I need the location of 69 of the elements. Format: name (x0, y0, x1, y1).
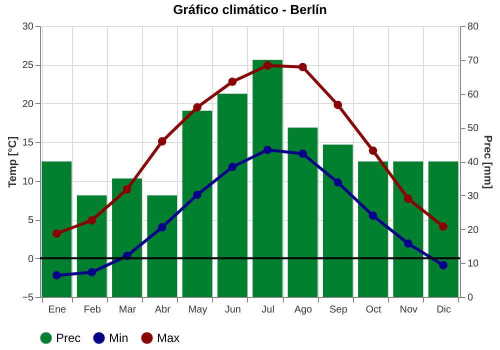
point (404, 194, 412, 203)
point (193, 190, 202, 199)
y-axis-title: Temp [°C] (7, 136, 20, 188)
x-tick-label: May (188, 304, 208, 316)
y2-tick-label: 70 (468, 55, 480, 66)
x-tick-label: Sep (329, 304, 348, 316)
point (228, 162, 237, 172)
y2-tick-label: 80 (468, 22, 480, 32)
x-tick-label: Dic (436, 304, 452, 316)
point (52, 229, 61, 238)
point (298, 150, 307, 158)
point (439, 222, 448, 231)
x-tick-label: Feb (84, 304, 102, 316)
x-tick-label: Ago (294, 304, 313, 316)
bar (288, 128, 318, 297)
point (298, 62, 307, 72)
point (368, 212, 378, 220)
point (334, 100, 342, 110)
bar (428, 162, 458, 297)
point (52, 271, 61, 280)
x-tick-label: Nov (400, 304, 418, 316)
point (334, 178, 342, 187)
x-tick-label: Oct (366, 304, 382, 316)
point (88, 268, 96, 276)
legend-label: Max (157, 331, 180, 345)
x-tick-label: Ene (48, 304, 67, 316)
y2-tick-label: 0 (468, 292, 474, 304)
y-tick-label: 30 (22, 22, 34, 32)
point (228, 78, 237, 86)
y2-tick-label: 60 (468, 89, 480, 100)
point (122, 185, 132, 194)
x-tick-label: Jul (262, 304, 274, 316)
y2-tick-label: 40 (468, 157, 480, 168)
point (158, 223, 166, 232)
x-tick-label: Abr (154, 304, 172, 316)
y-tick-label: −5 (22, 292, 34, 304)
bar (147, 195, 178, 297)
y-tick-label: 15 (22, 138, 34, 149)
point (193, 103, 202, 112)
point (263, 61, 272, 70)
y-tick-label: 20 (22, 98, 34, 110)
y-tick-label: 0 (28, 254, 34, 265)
point (368, 146, 378, 155)
bar (322, 144, 353, 297)
legend-label: Min (109, 331, 128, 345)
bar (42, 162, 72, 297)
x-tick-label: Jun (224, 304, 241, 316)
point (88, 216, 96, 225)
y-tick-label: 5 (28, 215, 34, 226)
bar (393, 162, 424, 297)
y2-tick-label: 10 (468, 258, 480, 270)
bar (182, 110, 212, 297)
bar (217, 94, 248, 297)
x-tick-label: Mar (118, 304, 137, 316)
y2-tick-label: 50 (468, 123, 480, 134)
y2-tick-label: 20 (468, 224, 480, 236)
y2-tick-label: 30 (468, 190, 480, 202)
y2-axis-title: Prec [mm] (482, 135, 494, 190)
chart-title: Gráfico climático - Berlín (173, 2, 327, 17)
y-tick-label: 25 (22, 60, 34, 72)
point (404, 239, 412, 248)
point (263, 146, 272, 154)
legend-label: Prec (56, 331, 81, 345)
point (439, 261, 448, 270)
bar (112, 178, 142, 297)
bar (358, 162, 388, 297)
point (158, 137, 166, 146)
y-tick-label: 10 (22, 176, 34, 188)
bar (252, 60, 283, 297)
